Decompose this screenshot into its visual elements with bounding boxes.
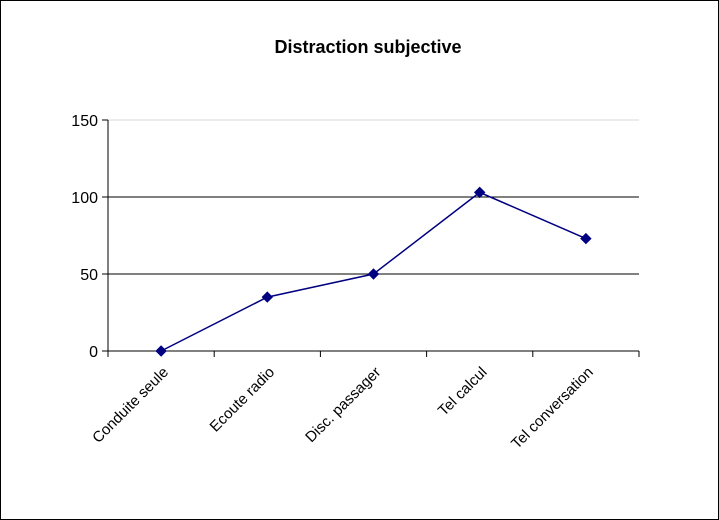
y-tick-labels: 0 50 100 150 (71, 113, 98, 361)
x-tick-label-2: Disc. passager (302, 364, 384, 446)
x-tick-label-1: Ecoute radio (207, 364, 279, 436)
x-tick-label-4: Tel conversation (508, 364, 597, 453)
data-point-4 (580, 232, 592, 245)
x-tick-label-0: Conduite seule (89, 364, 172, 447)
x-tick-label-3: Tel calcul (435, 364, 491, 420)
data-point-0 (155, 345, 167, 357)
series (155, 186, 592, 357)
y-tick-label-150: 150 (71, 113, 98, 130)
gridlines (108, 119, 639, 275)
y-tick-label-0: 0 (89, 344, 98, 361)
chart-title: Distraction subjective (274, 37, 461, 57)
data-point-2 (367, 268, 380, 280)
data-point-1 (261, 291, 274, 303)
y-tick-label-100: 100 (71, 190, 98, 207)
y-tick-label-50: 50 (80, 267, 98, 284)
data-point-3 (473, 186, 486, 199)
axes (102, 119, 640, 357)
x-tick-labels: Conduite seule Ecoute radio Disc. passager… (89, 364, 597, 453)
